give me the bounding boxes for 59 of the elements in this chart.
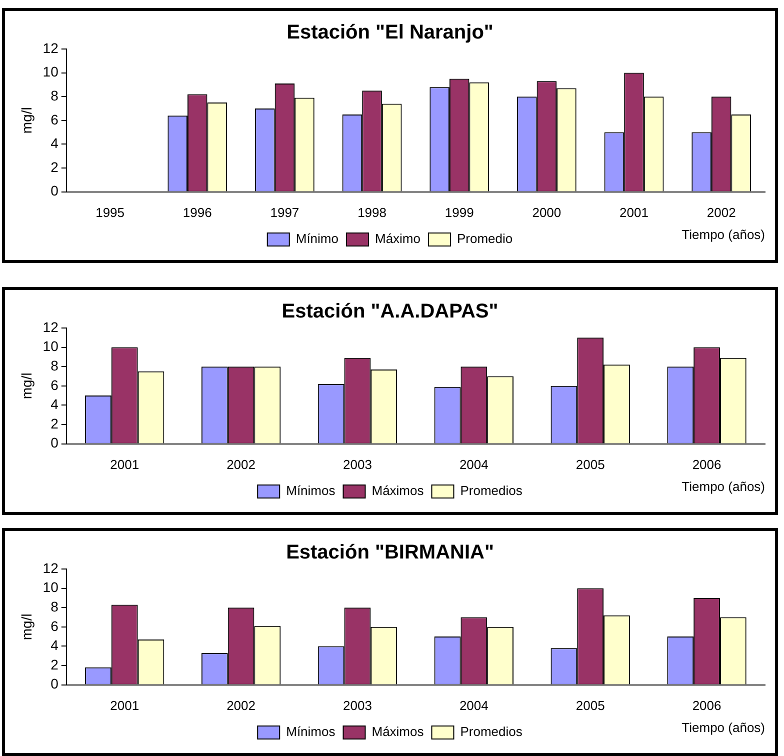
- chart-title: Estación "A.A.DAPAS": [282, 300, 498, 323]
- y-tick-label: 12: [42, 40, 59, 56]
- x-tick-label: 1999: [444, 205, 474, 220]
- x-tick-label: 1996: [182, 205, 212, 220]
- x-tick-label: 2001: [110, 457, 140, 472]
- legend-label: Máximo: [374, 231, 421, 246]
- y-tick-label: 2: [50, 158, 59, 175]
- x-tick-label: 2002: [226, 457, 256, 472]
- x-axis-title: Tiempo (años): [682, 478, 765, 494]
- y-tick-label: 6: [50, 376, 59, 393]
- x-tick-label: 2002: [226, 698, 256, 714]
- legend-label: Mínimos: [286, 483, 336, 498]
- chart-title: Estación "El Naranjo": [286, 22, 494, 44]
- x-tick-label: 2003: [343, 457, 372, 472]
- x-tick-label: 1998: [358, 205, 386, 220]
- x-tick-label: 2000: [532, 205, 562, 220]
- y-tick-label: 4: [50, 637, 59, 654]
- x-tick-label: 2005: [576, 698, 605, 714]
- y-tick-label: 10: [42, 579, 59, 596]
- y-axis-title: mg/l: [18, 372, 34, 400]
- y-axis-title: mg/l: [18, 107, 34, 134]
- x-axis-title: Tiempo (años): [682, 720, 765, 735]
- x-tick-label: 2002: [706, 205, 736, 220]
- y-tick-label: 6: [50, 618, 59, 634]
- y-tick-label: 8: [50, 357, 59, 374]
- x-tick-label: 1997: [270, 205, 300, 220]
- x-tick-label: 2004: [459, 457, 488, 472]
- legend-label: Promedios: [460, 724, 523, 740]
- x-tick-label: 2003: [343, 698, 372, 714]
- x-tick-label: 2004: [459, 698, 488, 714]
- y-tick-label: 4: [50, 135, 59, 152]
- legend-label: Máximos: [372, 724, 424, 740]
- y-tick-label: 2: [50, 415, 59, 432]
- legend-label: Mínimo: [296, 231, 338, 246]
- y-tick-label: 12: [42, 560, 59, 576]
- legend-label: Máximos: [372, 483, 424, 498]
- legend-label: Mínimos: [286, 724, 336, 740]
- y-tick-label: 8: [50, 87, 59, 104]
- legend-label: Promedio: [456, 231, 513, 246]
- x-tick-label: 2005: [576, 457, 605, 472]
- y-tick-label: 0: [50, 182, 59, 199]
- chart-title: Estación "BIRMANIA": [286, 542, 494, 564]
- x-tick-label: 2006: [692, 698, 722, 714]
- x-tick-label: 2001: [620, 205, 648, 220]
- x-axis-title: Tiempo (años): [682, 226, 765, 242]
- y-tick-label: 8: [50, 598, 59, 614]
- y-tick-label: 0: [50, 434, 59, 451]
- y-tick-label: 10: [42, 64, 59, 80]
- y-axis-title: mg/l: [18, 614, 34, 640]
- x-tick-label: 1995: [96, 205, 124, 220]
- y-tick-label: 6: [50, 111, 59, 128]
- x-tick-label: 2001: [110, 698, 140, 714]
- y-tick-label: 12: [42, 318, 59, 335]
- y-tick-label: 2: [50, 656, 59, 672]
- y-tick-label: 4: [50, 396, 59, 412]
- y-tick-label: 0: [50, 676, 59, 692]
- legend-label: Promedios: [460, 483, 523, 498]
- x-tick-label: 2006: [692, 457, 722, 472]
- y-tick-label: 10: [42, 338, 59, 354]
